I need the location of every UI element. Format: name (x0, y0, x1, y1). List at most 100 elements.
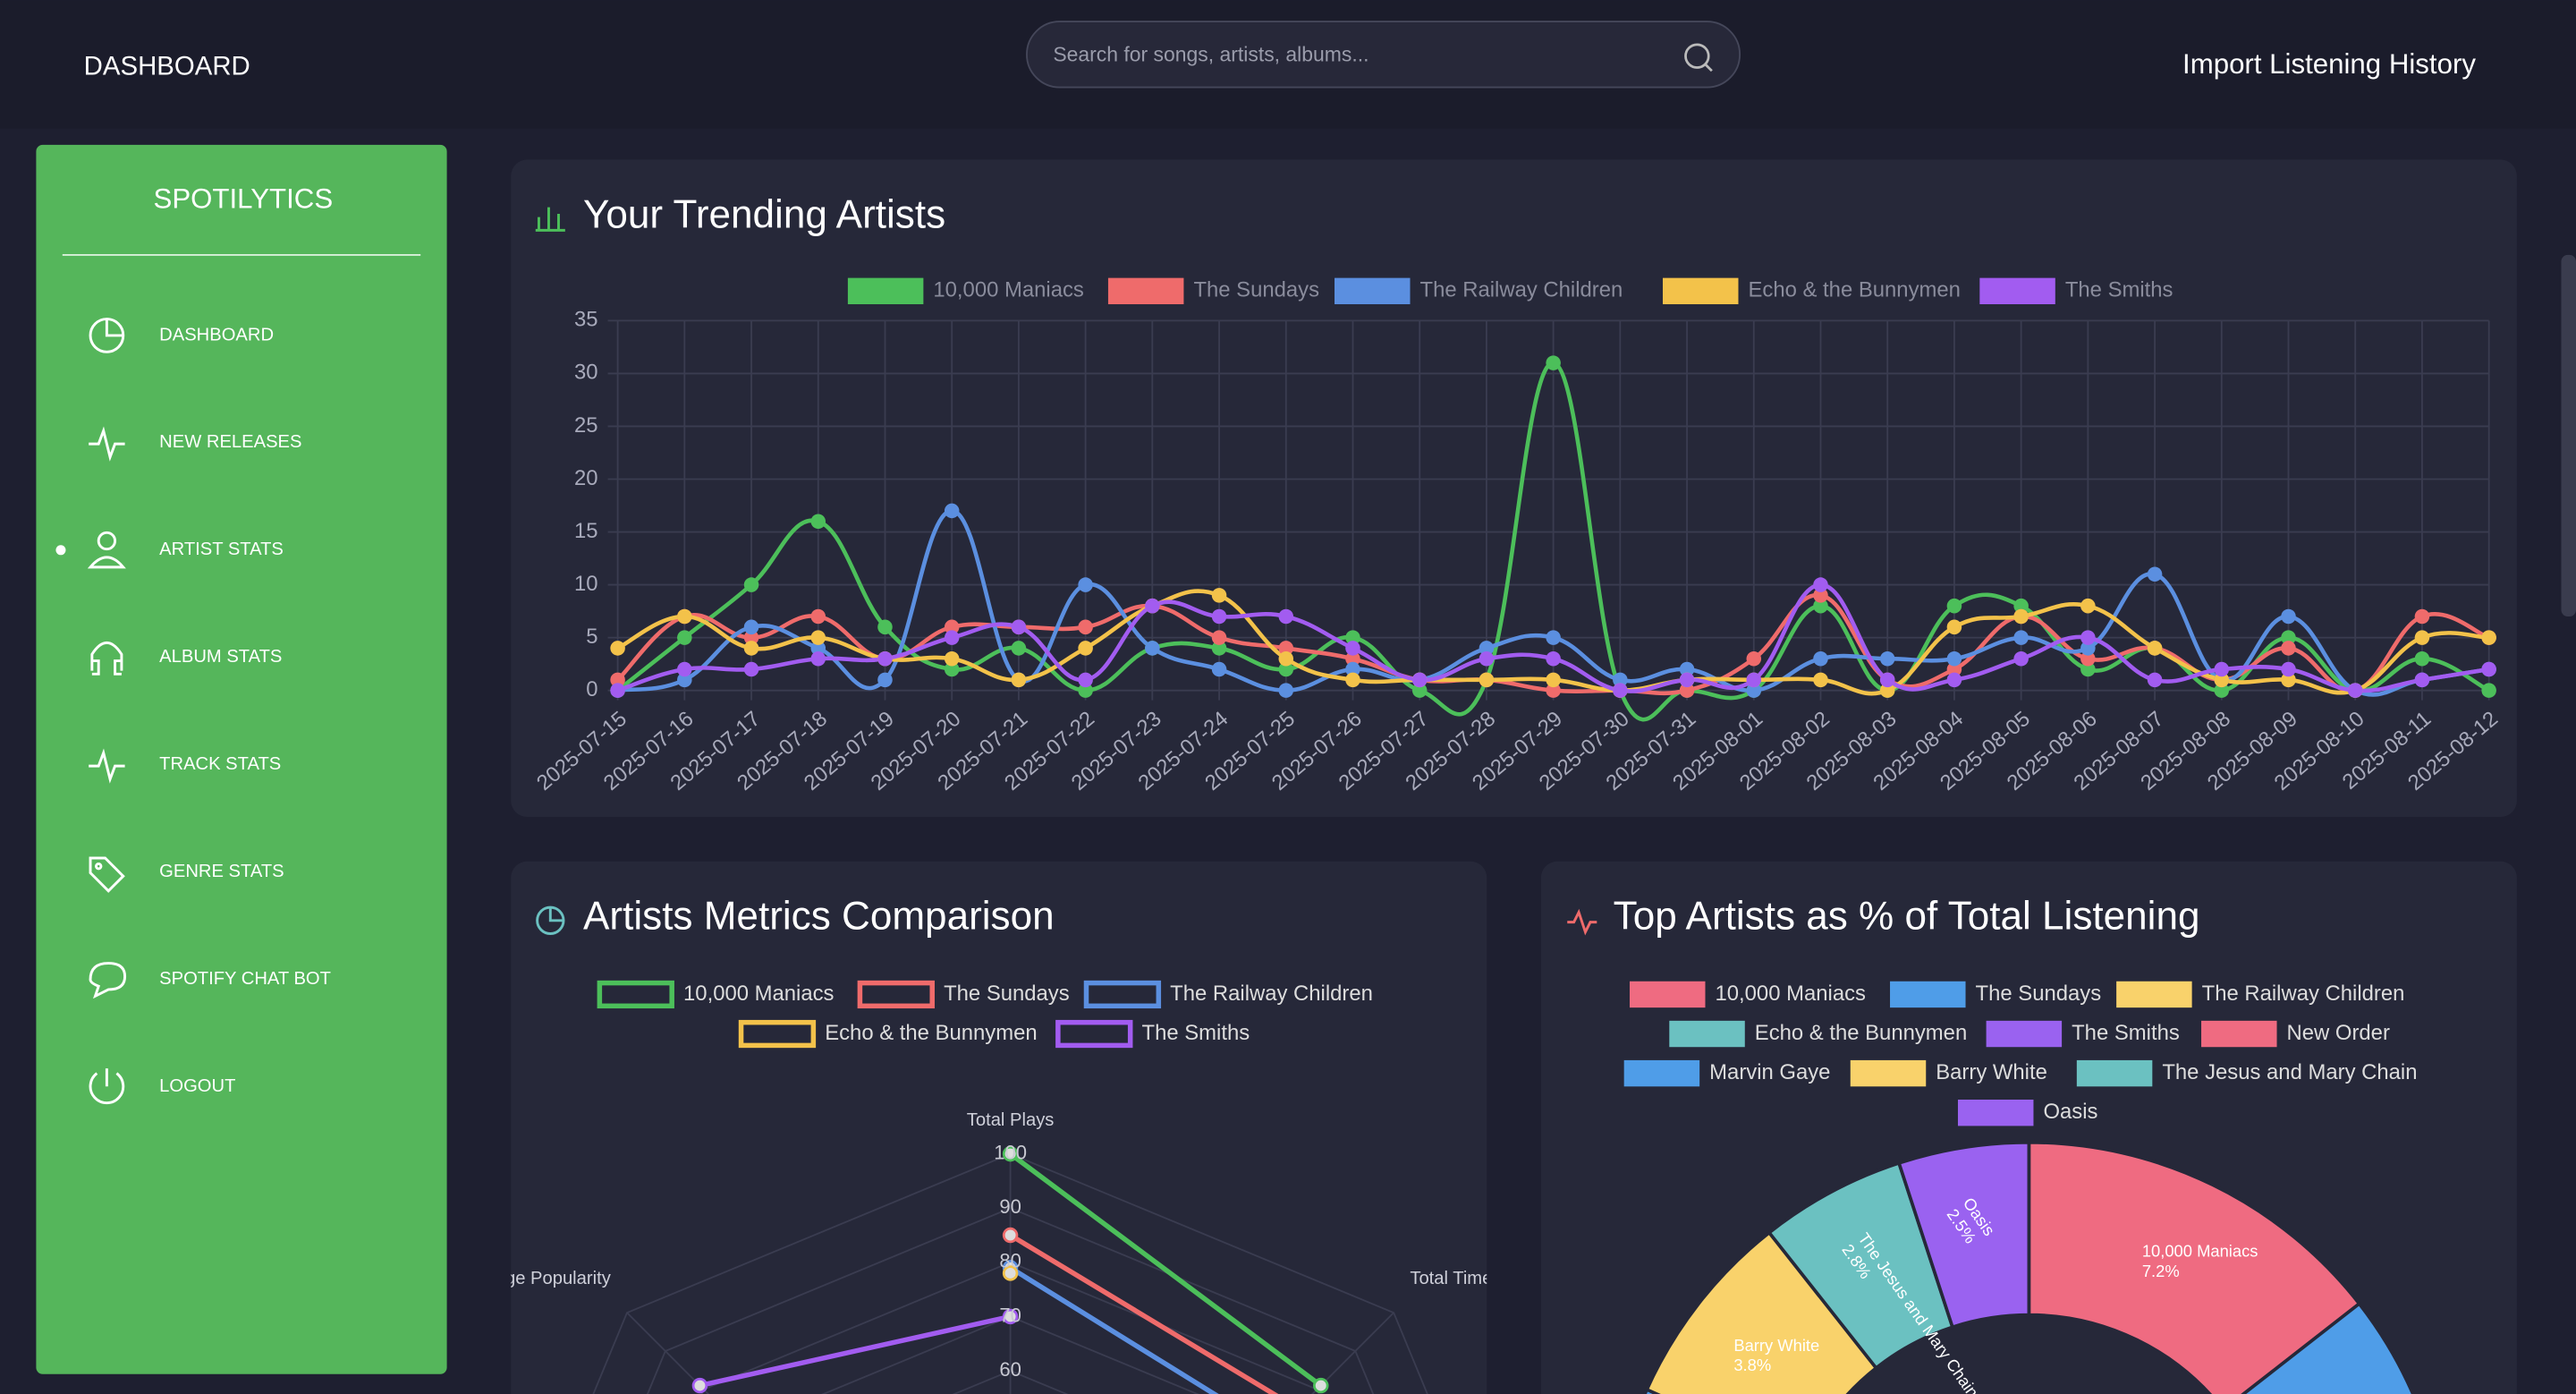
nav-item[interactable]: DASHBOARD (159, 325, 274, 344)
legend-swatch[interactable] (2076, 1059, 2153, 1087)
data-point (1278, 650, 1294, 667)
active-indicator (55, 545, 66, 556)
data-point (2080, 641, 2096, 656)
radar-chart: Average Popularity Total Plays Total Time … (511, 980, 1487, 1394)
search-box[interactable] (1026, 21, 1741, 89)
data-point (743, 661, 759, 677)
legend-swatch[interactable] (2201, 1020, 2277, 1048)
search-icon[interactable] (1684, 43, 1713, 72)
legend-label[interactable]: Echo & the Bunnymen (825, 1021, 1037, 1045)
legend-swatch[interactable] (1662, 277, 1739, 305)
data-point (1546, 650, 1561, 667)
nav-item[interactable]: ARTIST STATS (159, 540, 284, 559)
legend-swatch[interactable] (1335, 277, 1411, 305)
nav-item[interactable]: GENRE STATS (159, 862, 284, 881)
legend-label[interactable]: Marvin Gaye (1709, 1060, 1830, 1084)
legend-label[interactable]: Echo & the Bunnymen (1749, 278, 1961, 302)
legend-swatch[interactable] (1623, 1059, 1700, 1087)
slice (1896, 1140, 2031, 1330)
data-point (2481, 630, 2496, 645)
legend-label[interactable]: The Smiths (2065, 278, 2174, 302)
import-button[interactable]: Import Listening History (2182, 48, 2476, 80)
legend-label[interactable]: Oasis (2043, 1100, 2097, 1124)
legend-swatch[interactable] (1107, 277, 1184, 305)
legend-swatch[interactable] (1890, 981, 1966, 1008)
nav-item[interactable]: LOGOUT (159, 1076, 235, 1096)
data-point (691, 1377, 708, 1394)
data-point (810, 608, 826, 625)
legend-label[interactable]: The Smiths (1142, 1021, 1250, 1045)
slice-label: Barry White (1733, 1336, 1819, 1355)
legend-label[interactable]: Echo & the Bunnymen (1755, 1021, 1967, 1045)
legend-label[interactable]: Barry White (1936, 1060, 2047, 1084)
series-outline (699, 1313, 1012, 1389)
legend-label[interactable]: The Railway Children (1170, 982, 1373, 1006)
data-point (1946, 619, 1962, 635)
data-point (1078, 672, 1093, 688)
data-point (2281, 630, 2296, 645)
legend-label[interactable]: New Order (2287, 1021, 2390, 1045)
legend-label[interactable]: The Railway Children (1420, 278, 1623, 302)
legend-swatch[interactable] (1979, 277, 2055, 305)
data-point (677, 630, 692, 645)
data-point (1879, 672, 1895, 688)
data-point (2281, 661, 2296, 677)
data-point (1546, 355, 1561, 370)
search-placeholder[interactable]: Search for songs, artists, albums... (1053, 43, 1368, 66)
data-point (2281, 641, 2296, 656)
legend-swatch[interactable] (847, 277, 924, 305)
legend-label[interactable]: The Smiths (2072, 1021, 2180, 1045)
data-point (1345, 661, 1360, 677)
legend-swatch[interactable] (1986, 1020, 2063, 1048)
slice (2027, 1140, 2362, 1394)
card-title: Your Trending Artists (583, 192, 945, 236)
y-tick-label: 30 (574, 361, 598, 385)
legend-swatch[interactable] (1629, 981, 1706, 1008)
legend-swatch[interactable] (2116, 981, 2192, 1008)
y-tick-label: 20 (574, 466, 598, 490)
data-point (877, 672, 893, 688)
data-point (2147, 566, 2163, 582)
data-point (1546, 630, 1561, 645)
legend-swatch[interactable] (1083, 980, 1162, 1009)
nav-item[interactable]: TRACK STATS (159, 754, 281, 774)
data-point (743, 641, 759, 656)
nav-item[interactable]: NEW RELEASES (159, 432, 301, 452)
legend-label[interactable]: 10,000 Maniacs (933, 278, 1084, 302)
legend-swatch[interactable] (1850, 1059, 1927, 1087)
legend-label[interactable]: The Jesus and Mary Chain (2162, 1060, 2417, 1084)
data-point (1011, 619, 1027, 635)
legend-swatch[interactable] (1669, 1020, 1745, 1048)
legend-label[interactable]: 10,000 Maniacs (683, 982, 835, 1006)
data-point (944, 650, 960, 667)
data-point (1211, 661, 1227, 677)
data-point (944, 661, 960, 677)
legend-swatch[interactable] (857, 980, 935, 1009)
legend-label[interactable]: The Sundays (944, 982, 1070, 1006)
data-point (944, 630, 960, 645)
nav-item[interactable]: ALBUM STATS (159, 647, 282, 667)
data-point (1813, 598, 1828, 614)
legend-swatch[interactable] (1055, 1019, 1133, 1049)
legend-swatch[interactable] (738, 1019, 817, 1049)
legend-label[interactable]: The Sundays (1193, 278, 1319, 302)
legend-label[interactable]: The Railway Children (2202, 982, 2405, 1006)
legend-swatch[interactable] (1957, 1100, 2034, 1126)
data-point (1011, 672, 1027, 688)
data-point (1879, 650, 1895, 667)
data-point (1946, 672, 1962, 688)
legend-label[interactable]: 10,000 Maniacs (1716, 982, 1867, 1006)
data-point (1746, 683, 1762, 698)
data-point (1345, 650, 1360, 667)
data-point (1546, 683, 1561, 698)
doughnut-chart: 10,000 Maniacs The Sundays The Railway Chi… (1608, 981, 2450, 1394)
legend-label[interactable]: The Sundays (1976, 982, 2102, 1006)
data-point (944, 503, 960, 519)
data-point (944, 619, 960, 635)
data-point (1278, 641, 1294, 656)
nav-item[interactable]: SPOTIFY CHAT BOT (159, 969, 331, 989)
data-point (1813, 588, 1828, 603)
data-point (1211, 588, 1227, 603)
legend-swatch[interactable] (597, 980, 674, 1009)
data-point (1679, 672, 1695, 688)
